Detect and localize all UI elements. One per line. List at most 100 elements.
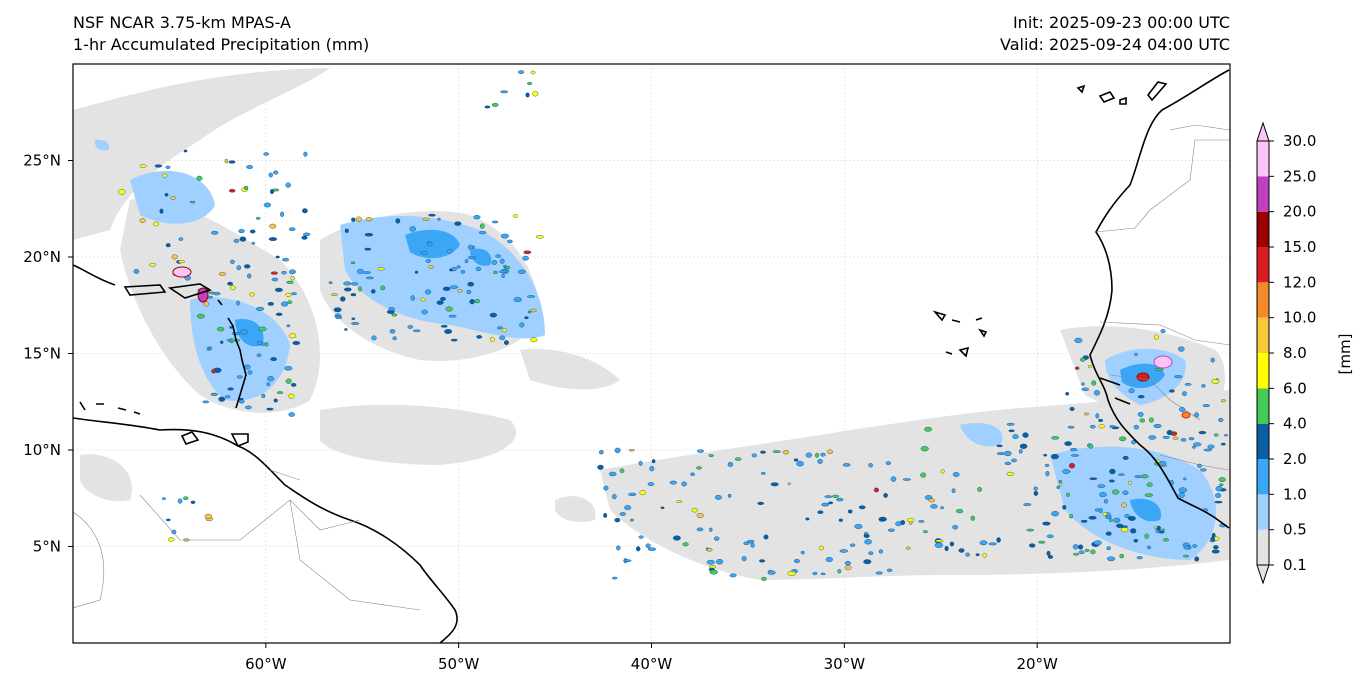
precip-cell: [266, 382, 270, 387]
precip-cell: [1113, 517, 1121, 523]
precip-cell: [614, 447, 621, 454]
precip-cell: [767, 570, 776, 575]
precip-cell: [290, 276, 295, 281]
lon-tick-label: 40°W: [631, 655, 673, 673]
precip-cell: [495, 254, 502, 258]
precip-cell: [211, 368, 216, 374]
precip-cell: [696, 466, 702, 470]
precip-cell: [350, 282, 359, 286]
precip-cell: [638, 460, 643, 466]
precip-cell: [343, 287, 352, 292]
precip-cell: [350, 261, 356, 264]
precip-cell: [763, 534, 769, 540]
precip-cell: [761, 576, 767, 581]
precip-cell: [619, 468, 625, 473]
precip-cell: [628, 449, 635, 452]
precip-cell: [389, 329, 396, 334]
colorbar-segment: [1257, 282, 1269, 318]
precip-cell: [676, 500, 683, 503]
precip-cell: [244, 405, 252, 410]
precip-cell: [1207, 444, 1215, 449]
precip-cell: [343, 281, 352, 286]
precip-cell: [161, 173, 168, 178]
precip-cell: [1144, 533, 1149, 539]
precip-cell: [837, 569, 842, 574]
precip-cell: [1087, 365, 1092, 369]
precip-cell: [244, 364, 251, 370]
precip-cell: [255, 216, 261, 220]
precip-cell: [1218, 477, 1226, 482]
precip-cell: [524, 316, 529, 320]
precip-cell: [286, 324, 291, 328]
precip-cell: [842, 463, 851, 467]
precip-cell: [517, 70, 525, 74]
precip-cell: [1160, 329, 1166, 333]
precip-cell: [1111, 489, 1120, 495]
precip-cell: [706, 548, 713, 552]
precip-cell: [467, 281, 475, 287]
precip-cell: [1011, 458, 1017, 463]
precip-cell: [391, 313, 398, 317]
precip-cell: [1210, 357, 1215, 363]
precip-cell: [708, 454, 714, 457]
precip-cell: [741, 555, 747, 562]
precip-cell: [154, 164, 163, 168]
precip-cell: [456, 265, 461, 269]
precip-cell: [886, 568, 893, 572]
precip-cell: [614, 517, 621, 523]
precip-cell: [249, 292, 256, 297]
precip-cell: [1156, 525, 1161, 531]
precip-cell: [1098, 507, 1103, 514]
precip-cell: [243, 185, 249, 190]
colorbar-tick-label: 0.1: [1283, 556, 1307, 574]
precip-cell: [1136, 556, 1143, 560]
precip-cell: [1116, 523, 1124, 528]
precip-cell: [448, 314, 457, 318]
precip-cell: [165, 243, 171, 248]
precip-cell: [955, 509, 964, 514]
precip-cell: [365, 217, 373, 222]
precip-cell: [1192, 544, 1198, 548]
precip-cell: [247, 370, 253, 375]
precip-cell: [159, 208, 164, 214]
precip-cell: [1124, 514, 1130, 519]
precip-cell: [1106, 556, 1116, 562]
precip-cell: [796, 461, 804, 467]
precip-cell: [924, 426, 932, 432]
precip-cell: [177, 498, 183, 504]
precip-cell: [1198, 431, 1207, 435]
precip-cell: [1144, 493, 1153, 497]
precip-cell: [328, 281, 333, 285]
precip-cell: [1203, 448, 1213, 452]
precip-cell: [977, 486, 982, 492]
precip-cell: [491, 220, 499, 224]
precip-cell: [878, 549, 883, 554]
precip-cell: [532, 91, 539, 97]
precip-cell: [351, 217, 356, 222]
precip-cell: [444, 329, 453, 334]
precip-cell: [153, 221, 160, 227]
precip-cell: [239, 236, 247, 242]
precip-cell: [1109, 479, 1115, 483]
precip-cell: [478, 231, 487, 235]
precip-cell: [820, 572, 826, 576]
precip-cell: [821, 502, 830, 507]
precip-cell: [649, 465, 655, 472]
precip-cell: [787, 482, 791, 486]
precip-cell: [527, 295, 536, 298]
precip-cell: [608, 471, 617, 477]
precip-cell: [1080, 519, 1088, 523]
precip-cell: [236, 375, 243, 379]
precip-cell: [628, 492, 637, 496]
precip-cell: [445, 306, 453, 312]
colorbar-tick-label: 10.0: [1283, 309, 1316, 327]
precip-cell: [1214, 500, 1223, 504]
precip-cell: [273, 398, 278, 403]
precip-cell: [1074, 366, 1080, 370]
precip-cell: [503, 340, 509, 345]
precip-cell: [1172, 436, 1179, 440]
precip-cell: [1044, 463, 1050, 467]
precip-cell: [409, 226, 417, 232]
precip-cell: [691, 508, 699, 513]
precip-cell: [239, 329, 248, 335]
